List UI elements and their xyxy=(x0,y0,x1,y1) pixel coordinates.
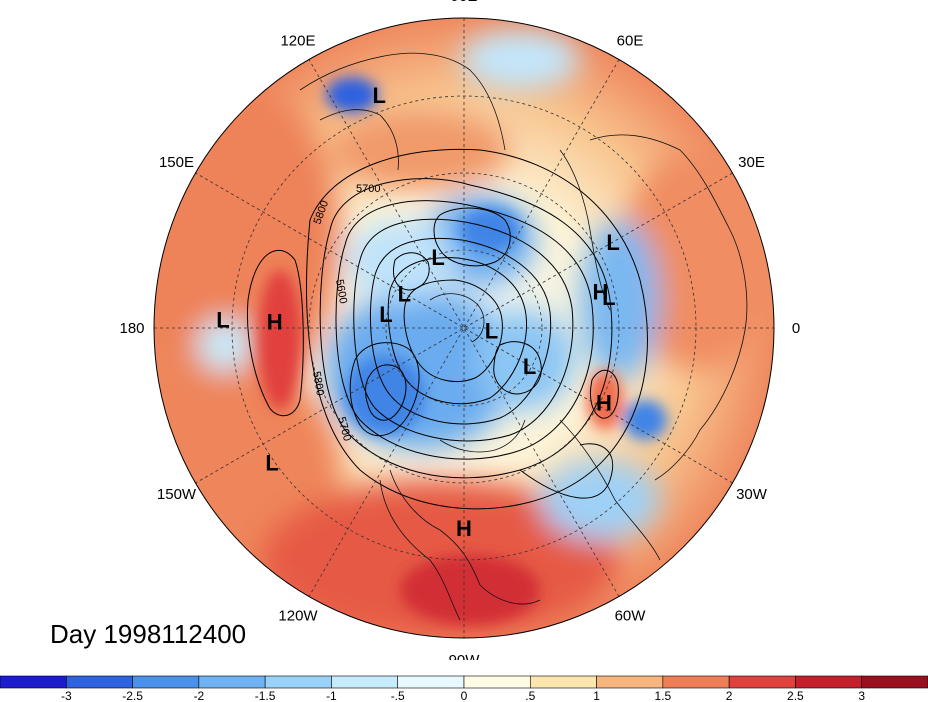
colorbar-swatch xyxy=(0,675,67,689)
colorbar-swatch xyxy=(596,675,664,689)
colorbar-tick-label: -1.5 xyxy=(255,689,276,702)
colorbar-swatch xyxy=(132,675,200,689)
longitude-label: 30E xyxy=(738,154,765,171)
colorbar-swatch xyxy=(65,675,133,689)
lat-lon-grid xyxy=(154,18,774,638)
longitude-label: 150E xyxy=(159,154,194,171)
colorbar-swatch xyxy=(264,675,332,689)
low-pressure-label: L xyxy=(602,285,615,310)
colorbar-tick-label: -3 xyxy=(61,689,72,702)
longitude-label: 120E xyxy=(280,33,315,50)
coastlines xyxy=(299,52,748,621)
low-pressure-label: L xyxy=(431,245,444,270)
low-pressure-label: L xyxy=(398,282,411,307)
longitude-label: 180 xyxy=(119,320,144,337)
low-pressure-label: L xyxy=(606,230,619,255)
colorbar-swatch xyxy=(662,675,730,689)
colorbar: -3 -2.5 -2 -1.5 -1 -.5 0 .5 1 1.5 2 2.5 3 xyxy=(0,675,928,702)
longitude-label: 90W xyxy=(449,652,481,660)
colorbar-swatch xyxy=(463,675,531,689)
longitude-label: 0 xyxy=(792,320,800,337)
colorbar-swatch xyxy=(728,675,796,689)
high-pressure-label: H xyxy=(592,279,608,304)
low-pressure-label: L xyxy=(379,302,392,327)
colorbar-tick-label: 1.5 xyxy=(655,689,672,702)
low-pressure-label: L xyxy=(485,318,498,343)
colorbar-swatch xyxy=(397,675,465,689)
colorbar-swatch xyxy=(861,675,928,689)
map-border xyxy=(153,17,775,639)
colorbar-swatch xyxy=(529,675,597,689)
colorbar-swatch xyxy=(331,675,399,689)
high-pressure-label: H xyxy=(596,390,612,415)
longitude-label: 30W xyxy=(736,486,768,503)
colorbar-tick-label: 0 xyxy=(461,689,468,702)
colorbar-tick-label: -.5 xyxy=(391,689,405,702)
longitude-labels: 90E 60E 30E 0 30W 60W 90W 120W 150W 180 150E 120E xyxy=(119,0,800,660)
contour-label: 5800 xyxy=(310,370,326,396)
geopotential-contours xyxy=(246,148,648,510)
colorbar-tick-label: -2.5 xyxy=(122,689,143,702)
longitude-label: 60W xyxy=(615,608,647,625)
high-pressure-label: H xyxy=(267,309,283,334)
colorbar-tick-label: 2.5 xyxy=(787,689,804,702)
longitude-label: 90E xyxy=(451,0,478,5)
contour-label: 5600 xyxy=(333,278,349,304)
low-pressure-label: L xyxy=(523,354,536,379)
colorbar-tick-label: 3 xyxy=(858,689,865,702)
colorbar-swatch xyxy=(795,675,863,689)
colorbar-swatch xyxy=(198,675,266,689)
longitude-label: 60E xyxy=(617,33,644,50)
longitude-label: 120W xyxy=(278,608,318,625)
anomaly-field xyxy=(154,18,774,638)
date-label: Day 1998112400 xyxy=(50,619,247,649)
polar-map: 5700 5800 5600 5800 5700 90E60E30E030W60… xyxy=(119,0,800,660)
low-pressure-label: L xyxy=(372,83,385,108)
colorbar-tick-label: -1 xyxy=(326,689,337,702)
colorbar-tick-label: .5 xyxy=(525,689,535,702)
high-pressure-label: H xyxy=(456,516,472,541)
longitude-label: 150W xyxy=(157,486,197,503)
low-pressure-label: L xyxy=(216,308,229,333)
colorbar-tick-label: 1 xyxy=(593,689,600,702)
colorbar-tick-label: -2 xyxy=(194,689,205,702)
low-pressure-label: L xyxy=(265,450,278,475)
contour-label: 5700 xyxy=(356,183,380,195)
colorbar-tick-label: 2 xyxy=(726,689,733,702)
